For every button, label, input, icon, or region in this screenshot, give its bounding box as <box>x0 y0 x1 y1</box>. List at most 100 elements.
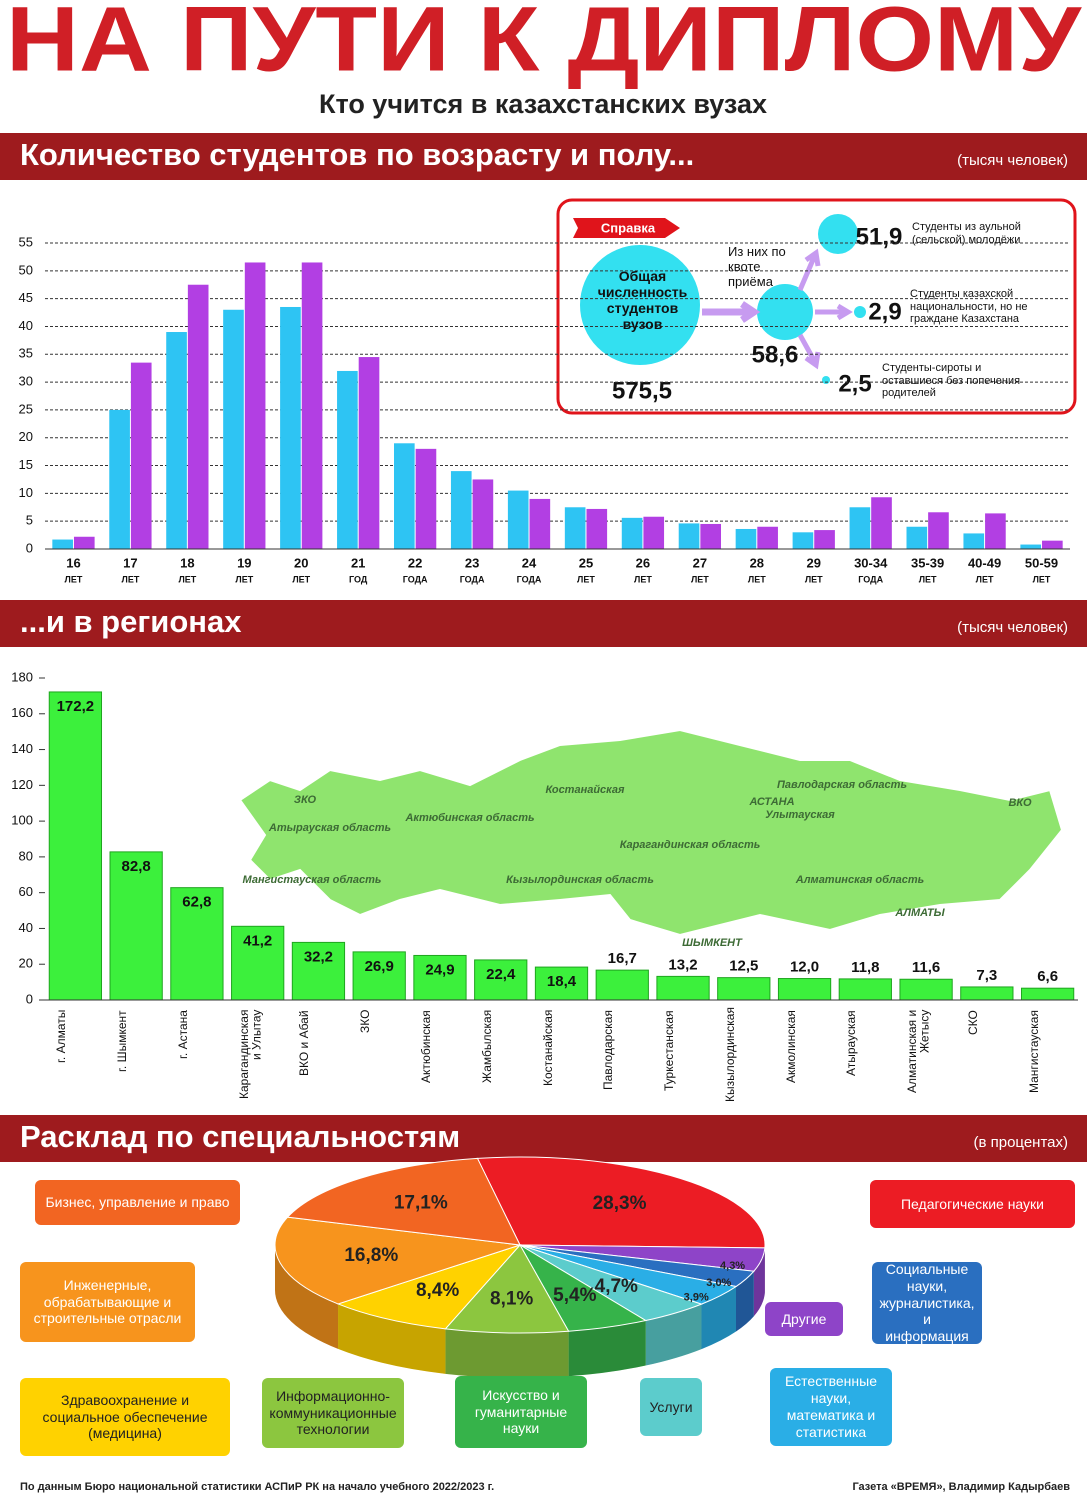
value-label: 6,6 <box>1037 968 1058 985</box>
value-label: 12,0 <box>790 959 819 976</box>
bar <box>223 309 244 549</box>
quota-label: Из них по квоте приёма <box>728 244 786 289</box>
y-tick-label: 0 <box>26 540 33 555</box>
map-label: ВКО <box>1008 797 1032 809</box>
pie-side-shade <box>701 1286 737 1350</box>
value-label: 13,2 <box>668 956 697 973</box>
bar <box>507 490 529 549</box>
bar <box>415 448 437 549</box>
legend-item: Естественные науки, математика и статист… <box>770 1368 892 1446</box>
value-label: 5,4% <box>553 1285 596 1306</box>
value-label: 28,3% <box>593 1193 647 1214</box>
value-label: 41,2 <box>243 932 272 949</box>
bar <box>838 978 892 1001</box>
pie-slice <box>476 1156 766 1249</box>
x-tick-unit: ЛЕТ <box>577 574 595 584</box>
value-label: 3,0% <box>706 1277 731 1289</box>
item-value: 51,9 <box>856 223 903 250</box>
bar <box>564 507 586 549</box>
legend-item: Здравоохранение и социальное обеспечение… <box>20 1378 230 1456</box>
x-tick-unit: ЛЕТ <box>976 574 994 584</box>
bar <box>394 443 415 549</box>
section-title: Расклад по специальностям <box>20 1119 460 1154</box>
bar <box>472 479 494 549</box>
pie-side-shade <box>275 1245 339 1349</box>
bar <box>960 986 1014 1001</box>
x-tick-label: 25 <box>579 555 593 570</box>
section-unit: (тысяч человек) <box>957 619 1068 636</box>
map-label: АЛМАТЫ <box>894 907 945 919</box>
pie-side <box>338 1303 446 1374</box>
bar <box>291 941 346 1001</box>
item-label: Студенты из аульной (сельской) молодёжи <box>912 221 1021 246</box>
x-tick-label: 20 <box>294 555 308 570</box>
map-label: Мангистауская область <box>243 874 382 886</box>
pie-side <box>445 1328 569 1378</box>
bar <box>985 513 1006 549</box>
x-tick-label: Жамбылская <box>479 1010 494 1084</box>
bar <box>231 925 285 1001</box>
x-tick-label: Алматинская и Жетысу <box>905 1010 932 1094</box>
pie-side <box>568 1320 646 1377</box>
x-tick-label: 22 <box>408 555 422 570</box>
pie-side-shade <box>338 1303 446 1374</box>
x-tick-label: 26 <box>636 555 650 570</box>
quota-circle <box>757 284 813 340</box>
x-tick-label: Акмолинская <box>783 1010 798 1083</box>
x-tick-unit: ГОДА <box>517 574 542 584</box>
bar <box>777 978 832 1001</box>
item-label: Студенты казахской национальности, но не… <box>910 288 1028 326</box>
x-tick-label: 19 <box>237 555 251 570</box>
bar <box>529 498 551 549</box>
x-tick-unit: ЛЕТ <box>65 574 83 584</box>
total-label: Общая численность студентов вузов <box>597 268 688 333</box>
value-label: 8,4% <box>416 1280 459 1301</box>
map-label: ШЫМКЕНТ <box>682 937 743 949</box>
bar <box>700 523 721 549</box>
map-label: Павлодарская область <box>777 779 907 791</box>
x-tick-unit: ГОД <box>349 574 368 584</box>
bar <box>1020 544 1042 549</box>
pie-slice <box>286 1157 521 1246</box>
x-tick-label: Атырауская <box>844 1010 859 1076</box>
x-tick-label: 23 <box>465 555 479 570</box>
x-tick-label: 30-34 <box>854 555 888 570</box>
legend-item: Услуги <box>640 1378 702 1436</box>
x-tick-label: 24 <box>522 555 537 570</box>
y-tick-label: 55 <box>19 234 33 249</box>
bar <box>352 951 406 1001</box>
bar <box>814 530 835 549</box>
x-tick-label: Актюбинская <box>418 1010 433 1083</box>
y-tick-label: 15 <box>19 457 33 472</box>
bar <box>586 508 608 549</box>
value-label: 18,4 <box>547 973 577 990</box>
legend-item: Искусство и гуманитарные науки <box>455 1376 587 1448</box>
x-tick-label: Карагандинская и Улытау <box>236 1010 264 1100</box>
x-tick-label: 17 <box>123 555 137 570</box>
bar <box>906 526 928 549</box>
x-tick-unit: ЛЕТ <box>122 574 140 584</box>
bar <box>130 362 152 549</box>
item-value: 2,5 <box>838 370 871 397</box>
y-tick-label: 30 <box>19 374 33 389</box>
value-label: 4,7% <box>595 1276 638 1297</box>
map-label: Улытауская <box>765 809 835 821</box>
bar <box>735 528 757 549</box>
section-header <box>0 1115 1087 1162</box>
x-tick-label: Туркестанская <box>662 1010 677 1091</box>
pie-side-shade <box>645 1304 702 1366</box>
reference-frame <box>556 198 1077 415</box>
map-label: Атырауская область <box>268 822 391 834</box>
value-label: 3,9% <box>684 1292 709 1304</box>
bar <box>301 262 323 549</box>
x-tick-label: Павлодарская <box>601 1010 616 1090</box>
bar <box>52 539 73 549</box>
y-tick-label: 120 <box>11 777 33 792</box>
section-title: ...и в регионах <box>20 604 242 639</box>
value-label: 16,7 <box>608 950 637 967</box>
pie-side-shade <box>753 1247 765 1317</box>
quota-value: 58,6 <box>752 341 799 368</box>
x-tick-label: 35-39 <box>911 555 944 570</box>
x-tick-label: 40-49 <box>968 555 1001 570</box>
